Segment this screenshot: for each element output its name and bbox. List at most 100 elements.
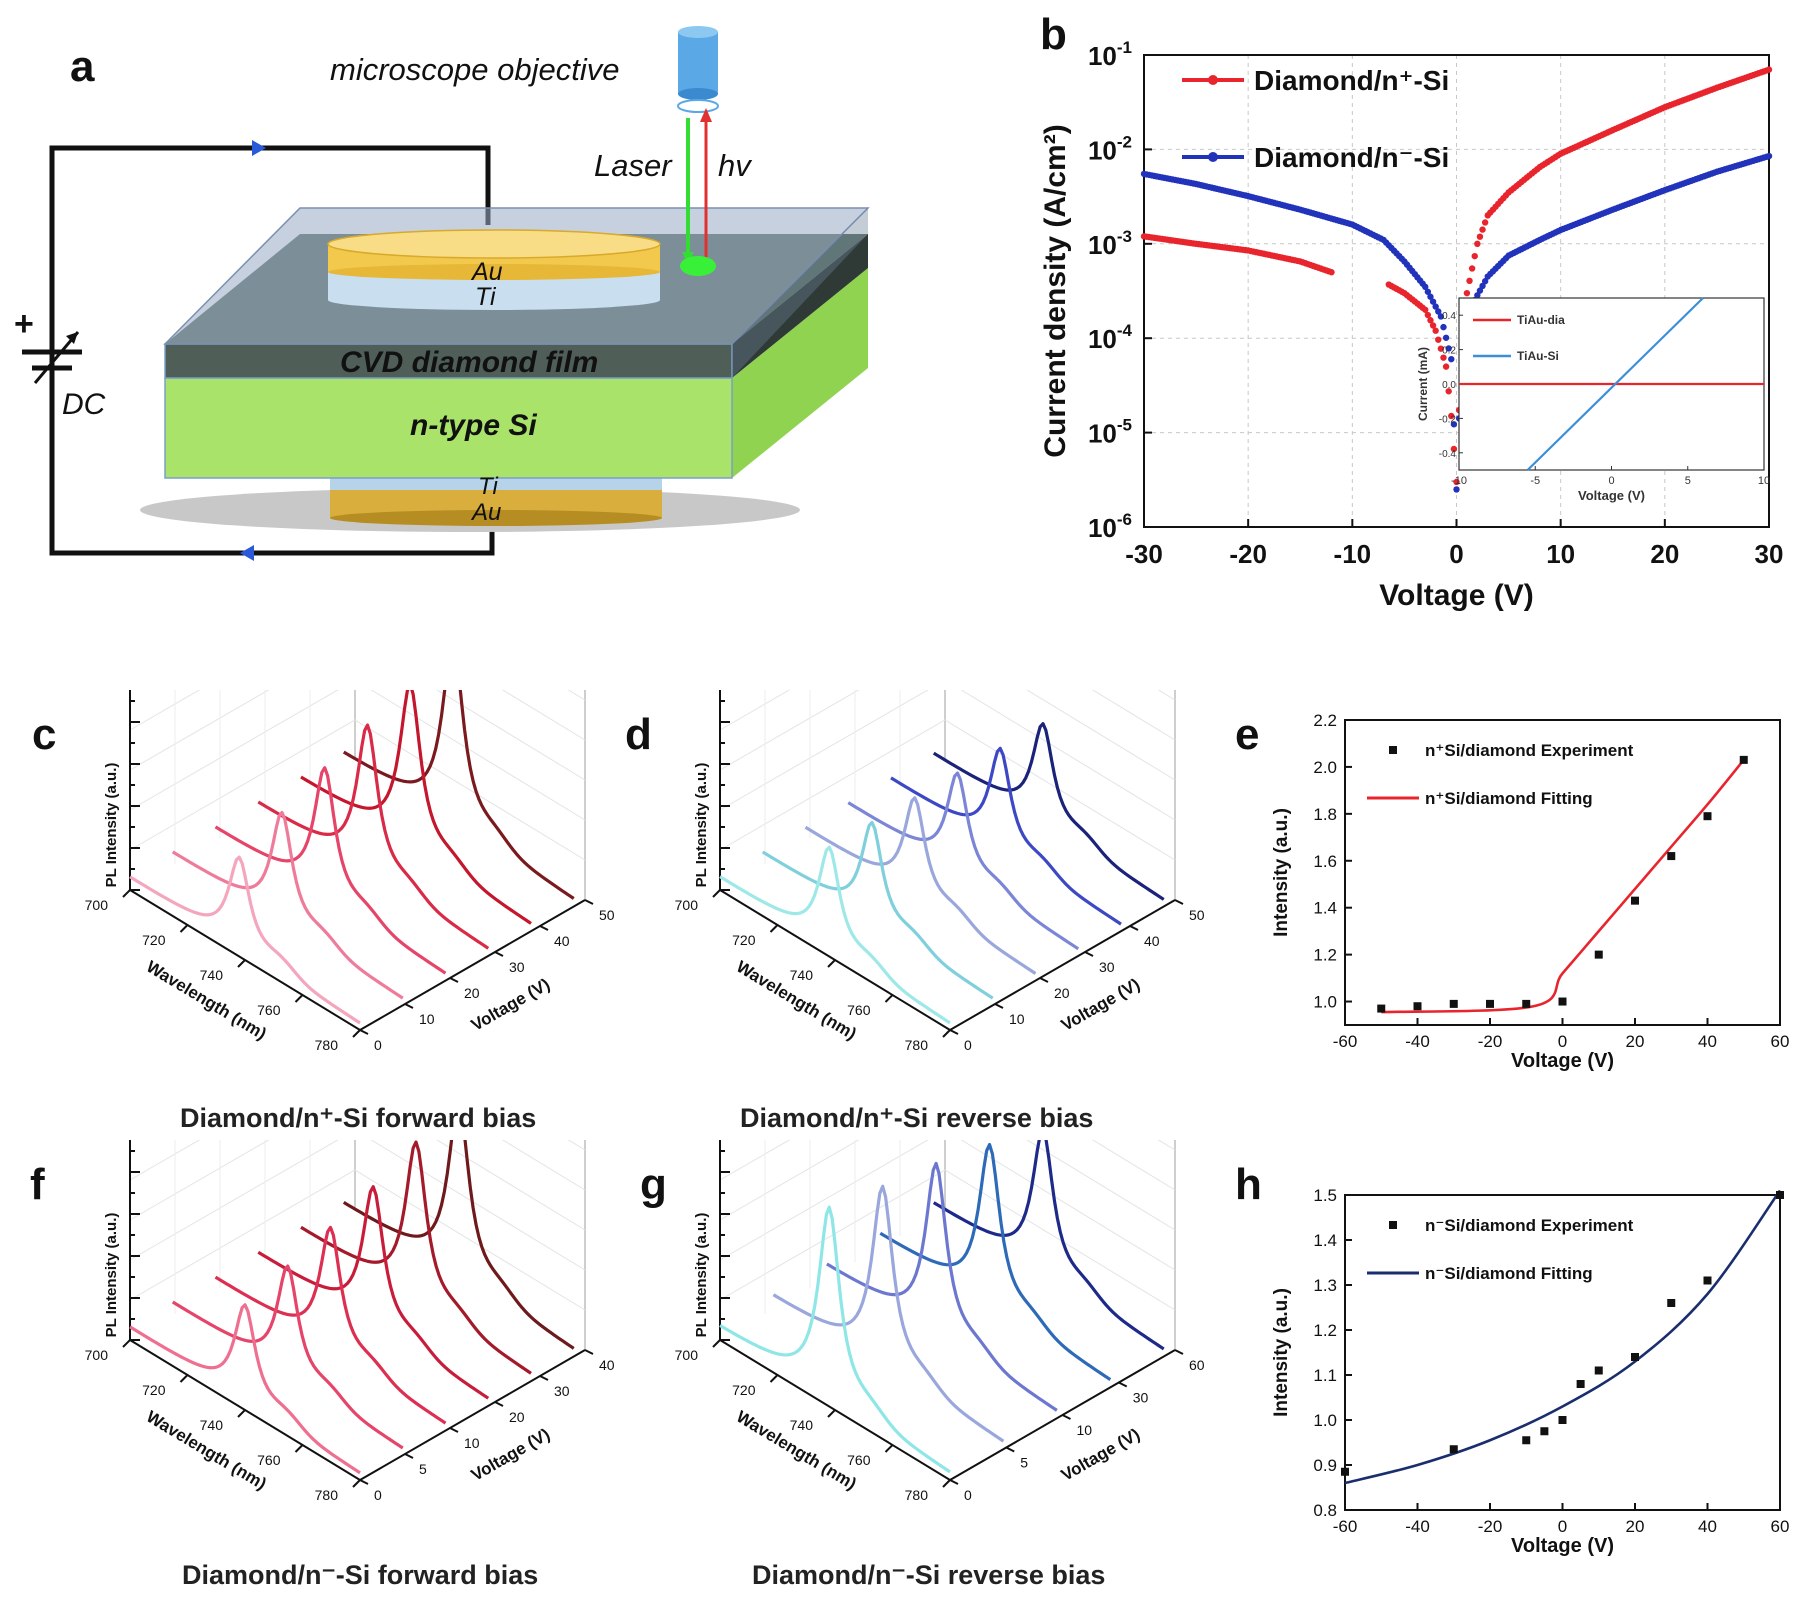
y-tick-label: 10-3 bbox=[1088, 227, 1132, 260]
voltage-tick bbox=[949, 1479, 959, 1485]
data-point bbox=[1468, 265, 1476, 272]
series-0 bbox=[1140, 66, 1773, 486]
spectrum-curve bbox=[300, 1140, 532, 1375]
inset-x-tick-label: -10 bbox=[1451, 475, 1467, 487]
wavelength-tick-label: 760 bbox=[257, 1002, 281, 1018]
spectrum-curve bbox=[129, 1303, 361, 1475]
data-point bbox=[1422, 283, 1429, 291]
data-point bbox=[1427, 293, 1434, 300]
voltage-axis bbox=[949, 899, 1176, 1031]
legend-marker bbox=[1208, 152, 1218, 162]
data-point bbox=[1631, 896, 1639, 905]
wavelength-tick-label: 720 bbox=[732, 932, 756, 948]
wavelength-tick-label: 780 bbox=[315, 1487, 339, 1503]
wall-grid bbox=[719, 690, 1176, 781]
wall-grid bbox=[719, 690, 1176, 741]
data-point bbox=[1474, 240, 1481, 247]
wavelength-tick-label: 780 bbox=[315, 1037, 339, 1053]
back-walls bbox=[719, 1140, 1176, 1350]
voltage-tick bbox=[1129, 925, 1139, 931]
plus-sign: + bbox=[14, 305, 34, 343]
inset-legend-label: TiAu-dia bbox=[1517, 313, 1565, 327]
data-point bbox=[1432, 327, 1439, 334]
wavelength-tick-label: 720 bbox=[142, 1382, 166, 1398]
wavelength-tick-label: 740 bbox=[200, 1417, 224, 1433]
voltage-tick-label: 0 bbox=[374, 1487, 382, 1503]
wavelength-tick bbox=[827, 959, 836, 968]
x-tick-label: 40 bbox=[1698, 1032, 1717, 1051]
x-tick-label: -40 bbox=[1405, 1032, 1430, 1051]
voltage-tick-label: 20 bbox=[1054, 985, 1070, 1001]
spectrum-curve bbox=[847, 771, 1080, 951]
voltage-tick-label: 10 bbox=[1077, 1422, 1093, 1438]
wavelength-tick-label: 740 bbox=[200, 967, 224, 983]
wavelength-tick-label: 720 bbox=[142, 932, 166, 948]
spectrum-curve bbox=[129, 855, 361, 1025]
voltage-tick-label: 20 bbox=[509, 1409, 525, 1425]
pl-waterfall-g: PL Intensity (a.u.)700720740760780Wavele… bbox=[675, 1140, 1205, 1503]
voltage-tick-label: 0 bbox=[374, 1037, 382, 1053]
data-point bbox=[1442, 363, 1450, 370]
wavelength-tick bbox=[294, 994, 304, 1003]
data-point bbox=[1540, 1427, 1549, 1436]
x-tick-label: -20 bbox=[1478, 1517, 1503, 1536]
z-axis-label: PL Intensity (a.u.) bbox=[693, 763, 710, 888]
inset-x-axis-label: Voltage (V) bbox=[1578, 488, 1645, 503]
x-tick-label: -20 bbox=[1229, 539, 1267, 569]
data-point bbox=[1576, 1380, 1585, 1388]
y-tick-label: 1.4 bbox=[1313, 899, 1337, 918]
legend-marker bbox=[1389, 1221, 1397, 1229]
objective-body bbox=[678, 32, 718, 94]
spectrum-curve bbox=[719, 845, 951, 1025]
voltage-axis bbox=[359, 899, 586, 1031]
x-tick-label: 20 bbox=[1650, 539, 1679, 569]
y-tick-label: 0.9 bbox=[1313, 1456, 1337, 1475]
voltage-tick-label: 50 bbox=[1189, 907, 1205, 923]
wavelength-tick-label: 780 bbox=[905, 1487, 929, 1503]
voltage-tick bbox=[1174, 899, 1184, 905]
data-point bbox=[1481, 219, 1489, 226]
voltage-tick-label: 40 bbox=[1144, 933, 1160, 949]
x-tick-label: -60 bbox=[1333, 1032, 1358, 1051]
wavelength-tick-label: 760 bbox=[257, 1452, 281, 1468]
plot-frame bbox=[1344, 1194, 1781, 1511]
x-axis-label: Voltage (V) bbox=[1379, 579, 1533, 612]
wall-grid bbox=[129, 1140, 586, 1191]
legend-label: n⁻Si/diamond Experiment bbox=[1425, 1216, 1634, 1235]
pl-waterfall-f: PL Intensity (a.u.)700720740760780Wavele… bbox=[85, 1140, 615, 1503]
wavelength-tick-label: 760 bbox=[847, 1002, 871, 1018]
y-tick-label: 1.2 bbox=[1313, 1321, 1337, 1340]
iv-chart: -30 -20 -10 0 10 20 3010-610-510-410-310-210-1… bbox=[1039, 38, 1783, 612]
y-tick-label: 10-5 bbox=[1088, 416, 1132, 449]
wall-grid bbox=[719, 1140, 1176, 1271]
wavelength-tick-label: 700 bbox=[675, 1347, 699, 1363]
voltage-axis bbox=[359, 1349, 586, 1481]
voltage-tick-label: 10 bbox=[419, 1011, 435, 1027]
data-point bbox=[1481, 278, 1489, 285]
panel-letter-e: e bbox=[1235, 710, 1260, 759]
pl-waterfall-c: PL Intensity (a.u.)700720740760780Wavele… bbox=[85, 690, 615, 1053]
data-point bbox=[1466, 277, 1473, 285]
x-tick-label: 0 bbox=[1558, 1517, 1567, 1536]
data-point bbox=[1667, 1299, 1676, 1307]
voltage-tick bbox=[404, 1003, 414, 1009]
legend-marker bbox=[1389, 746, 1397, 754]
y-tick-label: 1.5 bbox=[1313, 1186, 1337, 1205]
x-tick-label: -10 bbox=[1334, 539, 1372, 569]
y-tick-label: 1.2 bbox=[1313, 946, 1337, 965]
wavelength-tick bbox=[769, 924, 779, 933]
wavelength-tick bbox=[179, 1374, 189, 1383]
fit-line bbox=[1381, 759, 1745, 1014]
wall-grid bbox=[719, 1140, 1176, 1191]
x-axis-label: Voltage (V) bbox=[1511, 1050, 1614, 1072]
spectrum-curve bbox=[879, 1142, 1112, 1381]
inset-x-tick-label: 5 bbox=[1685, 475, 1691, 487]
data-point bbox=[1474, 292, 1481, 299]
wavelength-tick-label: 720 bbox=[732, 1382, 756, 1398]
data-point bbox=[1476, 287, 1484, 294]
au-bottom-label: Au bbox=[470, 499, 501, 526]
wall-grid bbox=[719, 1140, 1176, 1231]
wall-grid bbox=[719, 719, 1176, 861]
plot-frame bbox=[1344, 719, 1781, 1026]
voltage-tick-label: 10 bbox=[1009, 1011, 1025, 1027]
